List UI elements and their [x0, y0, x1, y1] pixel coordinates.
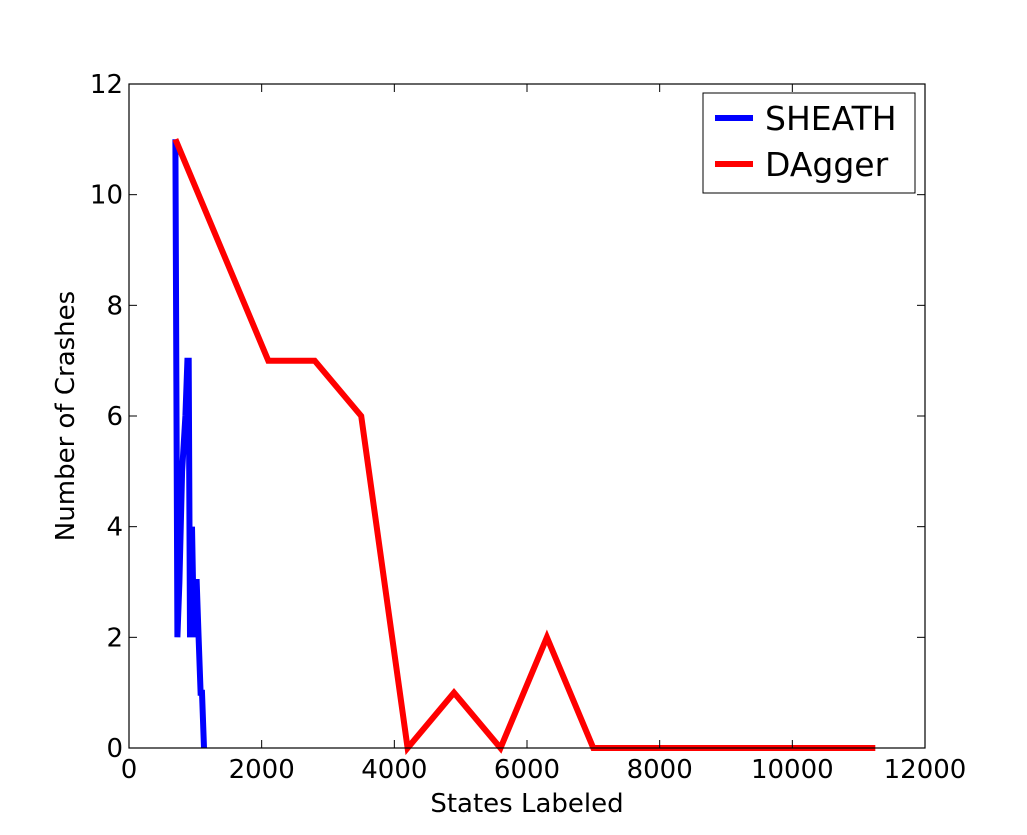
x-tick-label: 2000 [229, 755, 295, 785]
legend-label-sheath: SHEATH [765, 99, 897, 138]
x-tick-label: 0 [121, 755, 138, 785]
y-tick-label: 10 [90, 181, 123, 211]
y-tick-label: 0 [106, 734, 123, 764]
series-line-sheath [172, 139, 207, 749]
x-tick-label: 12000 [884, 755, 967, 785]
x-tick-label: 8000 [627, 755, 693, 785]
legend-box [702, 92, 916, 194]
y-tick-label: 12 [90, 70, 123, 100]
ticks-layer: 0 2000 4000 6000 8000 10000 12000 0 2 4 6 8 10 12 [90, 70, 966, 785]
x-axis-label: States Labeled [430, 789, 623, 819]
legend-label-dagger: DAgger [765, 145, 889, 184]
x-tick-label: 4000 [361, 755, 427, 785]
x-tick-label: 10000 [751, 755, 834, 785]
legend: SHEATH DAgger [702, 92, 916, 194]
y-tick-label: 8 [106, 291, 123, 321]
y-tick-label: 6 [106, 402, 123, 432]
y-axis-label: Number of Crashes [51, 291, 81, 541]
y-tick-label: 2 [106, 623, 123, 653]
x-tick-label: 6000 [494, 755, 560, 785]
y-tick-label: 4 [106, 513, 123, 543]
